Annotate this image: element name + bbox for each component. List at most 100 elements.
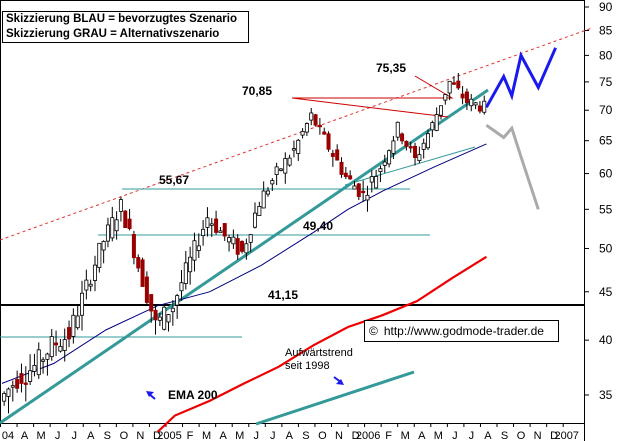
candle-body: [438, 105, 443, 116]
candle-body: [265, 190, 270, 195]
candle-body: [413, 145, 418, 159]
legend-line-blue: Skizzierung BLAU = bevorzugtes Szenario: [6, 13, 238, 25]
candle-body: [88, 283, 93, 287]
candle-body: [464, 91, 469, 104]
x-tick-label: M: [401, 430, 410, 441]
candle-body: [395, 121, 400, 138]
candle-body: [309, 112, 314, 121]
x-tick-label: 2005: [157, 430, 181, 441]
candle-body: [261, 190, 266, 209]
candle-body: [456, 80, 461, 89]
y-tick-label: 45: [599, 285, 613, 299]
grey-scenario-line: [485, 123, 540, 210]
candle-body: [274, 166, 279, 175]
candle-body: [235, 238, 240, 255]
candle-body: [365, 194, 370, 201]
candle-body: [408, 146, 413, 149]
candle-body: [287, 157, 292, 166]
candle-body: [2, 393, 7, 402]
ema-arrow-icon: [146, 391, 156, 400]
y-tick-label: 70: [599, 103, 613, 117]
y-tick-label: 40: [599, 333, 613, 347]
candle-body: [71, 314, 76, 337]
candle-body: [421, 142, 426, 150]
x-tick-label: M: [235, 430, 244, 441]
candle-body: [84, 279, 89, 291]
candle-body: [283, 158, 288, 174]
level-label-70-85: 70,85: [242, 84, 272, 98]
copyright-box: © http://www.godmode-trader.de: [364, 320, 559, 342]
candle-body: [114, 219, 119, 232]
copyright-url[interactable]: http://www.godmode-trader.de: [383, 324, 544, 338]
candle-body: [36, 349, 41, 376]
candle-body: [291, 148, 296, 151]
candle-body: [313, 114, 318, 126]
candle-body: [41, 359, 46, 362]
candle-body: [136, 257, 141, 269]
x-tick-label: S: [104, 430, 111, 441]
candle-body: [205, 217, 210, 228]
candle-body: [426, 133, 431, 149]
level-label-41-15: 41,15: [268, 288, 298, 302]
candle-body: [417, 154, 422, 162]
x-tick-label: J: [254, 430, 260, 441]
candle-body: [270, 180, 275, 185]
x-tick-label: J: [71, 430, 77, 441]
x-tick-label: D: [352, 430, 360, 441]
x-tick-label: O: [120, 430, 129, 441]
candle-body: [248, 234, 253, 243]
x-tick-label: O: [318, 430, 327, 441]
candle-body: [404, 140, 409, 147]
x-tick-label: F: [385, 430, 392, 441]
candle-body: [317, 124, 322, 128]
level-label-75-35: 75,35: [376, 61, 406, 75]
candle-body: [49, 336, 54, 358]
candle-body: [75, 315, 80, 329]
uptrend-annotation-line2: seit 1998: [285, 360, 330, 372]
candle-body: [469, 98, 474, 107]
candle-body: [32, 365, 37, 372]
candle-body: [149, 294, 154, 312]
x-tick-label: A: [21, 430, 29, 441]
candle-body: [296, 139, 301, 154]
candle-body: [430, 122, 435, 131]
legend-line-grey: Skizzierung GRAU = Alternativszenario: [6, 28, 220, 40]
candle-body: [352, 185, 357, 190]
candle-body: [15, 379, 20, 389]
candle-body: [140, 259, 145, 287]
candle-body: [330, 153, 335, 157]
x-tick-label: J: [452, 430, 458, 441]
candle-body: [54, 342, 59, 346]
y-tick-label: 60: [599, 167, 613, 181]
x-tick-label: A: [418, 430, 426, 441]
candle-body: [304, 123, 309, 133]
candle-body: [240, 241, 245, 252]
x-tick-label: D: [153, 430, 161, 441]
candle-body: [127, 218, 132, 230]
candle-body: [374, 176, 379, 189]
candle-body: [192, 240, 197, 261]
ema200-line: [156, 255, 487, 433]
candle-body: [58, 346, 63, 352]
level-label-55-67: 55,67: [159, 173, 189, 187]
candle-body: [477, 105, 482, 112]
x-tick-label: S: [302, 430, 309, 441]
x-tick-label: J: [55, 430, 61, 441]
candle-body: [222, 223, 227, 237]
x-tick-label: 2007: [554, 430, 578, 441]
candle-body: [131, 234, 136, 259]
candle-body: [105, 224, 110, 242]
triangle-lower-line: [291, 97, 449, 118]
candle-body: [257, 206, 262, 216]
candle-body: [28, 370, 33, 382]
candle-body: [378, 168, 383, 173]
x-tick-label: 04: [2, 430, 14, 441]
candle-body: [253, 212, 258, 228]
candle-body: [97, 242, 102, 268]
candle-body: [335, 149, 340, 161]
candle-body: [218, 230, 223, 233]
candle-body: [434, 114, 439, 131]
